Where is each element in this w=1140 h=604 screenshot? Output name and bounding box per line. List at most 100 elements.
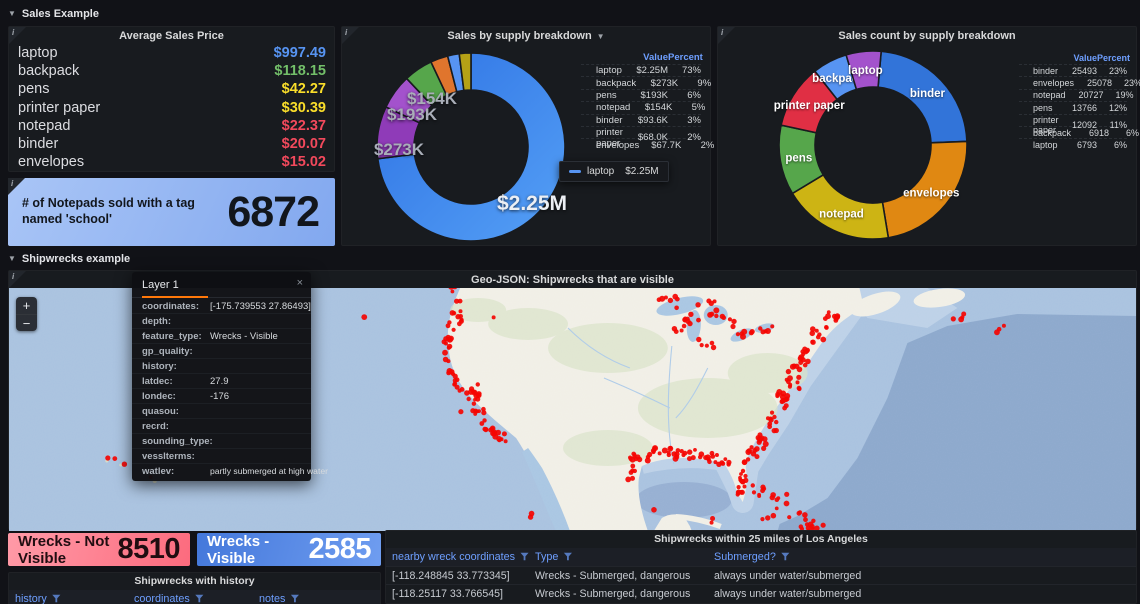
shipwreck-marker[interactable] <box>770 512 777 519</box>
legend-item[interactable]: pens 13766 12% <box>1019 101 1127 113</box>
shipwreck-marker[interactable] <box>727 317 733 322</box>
shipwreck-marker[interactable] <box>672 455 679 462</box>
shipwreck-marker[interactable] <box>628 457 633 461</box>
shipwreck-marker[interactable] <box>445 323 451 329</box>
donut-slice-laptop[interactable] <box>376 52 566 242</box>
legend-item[interactable]: backpack $273K 9% <box>581 76 711 89</box>
shipwreck-marker[interactable] <box>450 289 455 294</box>
shipwreck-marker[interactable] <box>483 427 489 433</box>
legend-item[interactable]: notepad 20727 19% <box>1019 88 1134 101</box>
shipwreck-marker[interactable] <box>667 445 674 452</box>
shipwreck-marker[interactable] <box>723 457 728 461</box>
shipwreck-marker[interactable] <box>775 393 780 399</box>
shipwreck-marker[interactable] <box>112 456 118 461</box>
shipwreck-marker[interactable] <box>787 515 792 520</box>
shipwreck-marker[interactable] <box>800 357 806 363</box>
shipwreck-marker[interactable] <box>749 329 755 335</box>
legend-item[interactable]: laptop 6793 6% <box>1019 138 1127 150</box>
shipwreck-marker[interactable] <box>803 349 809 355</box>
shipwreck-marker[interactable] <box>735 332 741 337</box>
shipwreck-marker[interactable] <box>726 459 732 465</box>
shipwreck-marker[interactable] <box>693 448 697 452</box>
shipwreck-marker[interactable] <box>958 316 965 323</box>
legend-header-value[interactable]: Value <box>1073 52 1097 63</box>
shipwreck-marker[interactable] <box>459 387 465 392</box>
shipwreck-marker[interactable] <box>479 421 485 426</box>
shipwreck-marker[interactable] <box>768 416 773 421</box>
shipwreck-marker[interactable] <box>457 321 462 327</box>
panel-info-corner-icon[interactable]: i <box>9 27 26 44</box>
shipwreck-marker[interactable] <box>783 500 790 507</box>
shipwreck-marker[interactable] <box>630 463 636 469</box>
shipwreck-marker[interactable] <box>454 377 460 382</box>
panel-title[interactable]: Sales count by supply breakdown <box>838 30 1016 42</box>
shipwreck-marker[interactable] <box>448 288 454 290</box>
shipwreck-marker[interactable] <box>760 329 766 335</box>
shipwreck-marker[interactable] <box>740 468 746 474</box>
shipwreck-marker[interactable] <box>652 446 657 451</box>
legend-item[interactable]: binder $93.6K 3% <box>581 113 701 126</box>
table-row[interactable]: [-118.25117 33.766545] Wrecks - Submerged… <box>386 584 1136 602</box>
shipwreck-marker[interactable] <box>740 333 746 340</box>
shipwreck-marker[interactable] <box>771 428 777 434</box>
shipwreck-marker[interactable] <box>632 454 637 459</box>
shipwreck-marker[interactable] <box>824 325 829 330</box>
shipwreck-marker[interactable] <box>714 313 719 319</box>
shipwreck-marker[interactable] <box>740 479 746 485</box>
shipwreck-marker[interactable] <box>796 510 802 516</box>
shipwreck-marker[interactable] <box>629 475 635 481</box>
zoom-out-button[interactable]: − <box>16 314 37 331</box>
shipwreck-marker[interactable] <box>745 449 752 455</box>
zoom-in-button[interactable]: + <box>22 298 31 313</box>
shipwreck-marker[interactable] <box>736 485 741 490</box>
shipwreck-marker[interactable] <box>731 318 737 325</box>
shipwreck-marker[interactable] <box>820 336 827 343</box>
shipwreck-marker[interactable] <box>805 358 811 365</box>
shipwreck-marker[interactable] <box>1001 323 1006 328</box>
shipwreck-marker[interactable] <box>473 397 477 402</box>
legend-item[interactable]: envelopes 25078 23% <box>1019 76 1140 88</box>
shipwreck-marker[interactable] <box>796 374 802 380</box>
shipwreck-marker[interactable] <box>809 524 815 530</box>
shipwreck-marker[interactable] <box>741 328 748 335</box>
shipwreck-marker[interactable] <box>709 520 714 525</box>
shipwreck-marker[interactable] <box>761 486 767 491</box>
shipwreck-marker[interactable] <box>696 317 701 323</box>
shipwreck-marker[interactable] <box>757 432 763 438</box>
shipwreck-marker[interactable] <box>695 302 701 308</box>
panel-title[interactable]: Sales by supply breakdown ▼ <box>447 30 605 42</box>
shipwreck-marker[interactable] <box>730 323 736 330</box>
legend-header-percent[interactable]: Percent <box>1097 52 1131 63</box>
shipwreck-marker[interactable] <box>656 297 662 302</box>
shipwreck-marker[interactable] <box>696 336 702 343</box>
shipwreck-marker[interactable] <box>690 455 696 461</box>
panel-title[interactable]: Average Sales Price <box>119 30 224 42</box>
column-header[interactable]: Submerged? <box>708 551 1136 563</box>
shipwreck-marker[interactable] <box>697 454 703 460</box>
panel-info-corner-icon[interactable]: i <box>342 27 359 44</box>
shipwreck-marker[interactable] <box>834 314 841 320</box>
shipwreck-marker[interactable] <box>774 506 779 511</box>
legend-header-value[interactable]: Value <box>643 52 668 63</box>
shipwreck-marker[interactable] <box>709 340 715 346</box>
shipwreck-marker[interactable] <box>707 312 713 318</box>
shipwreck-marker[interactable] <box>716 461 722 467</box>
column-header[interactable]: history <box>9 593 128 604</box>
shipwreck-marker[interactable] <box>770 324 775 329</box>
shipwreck-marker[interactable] <box>757 494 762 498</box>
filter-icon[interactable] <box>781 552 790 561</box>
column-header[interactable]: notes <box>253 593 380 604</box>
shipwreck-marker[interactable] <box>769 410 775 415</box>
shipwreck-marker[interactable] <box>674 305 679 311</box>
shipwreck-marker[interactable] <box>791 363 797 369</box>
shipwreck-marker[interactable] <box>528 510 535 517</box>
shipwreck-marker[interactable] <box>657 451 662 456</box>
legend-item[interactable]: backpack 6918 6% <box>1019 125 1139 138</box>
table-title[interactable]: Shipwrecks with history <box>134 575 255 587</box>
shipwreck-marker[interactable] <box>767 421 773 427</box>
shipwreck-marker[interactable] <box>769 494 775 501</box>
shipwreck-marker[interactable] <box>455 314 461 320</box>
shipwreck-marker[interactable] <box>686 456 692 462</box>
shipwreck-marker[interactable] <box>471 401 477 406</box>
